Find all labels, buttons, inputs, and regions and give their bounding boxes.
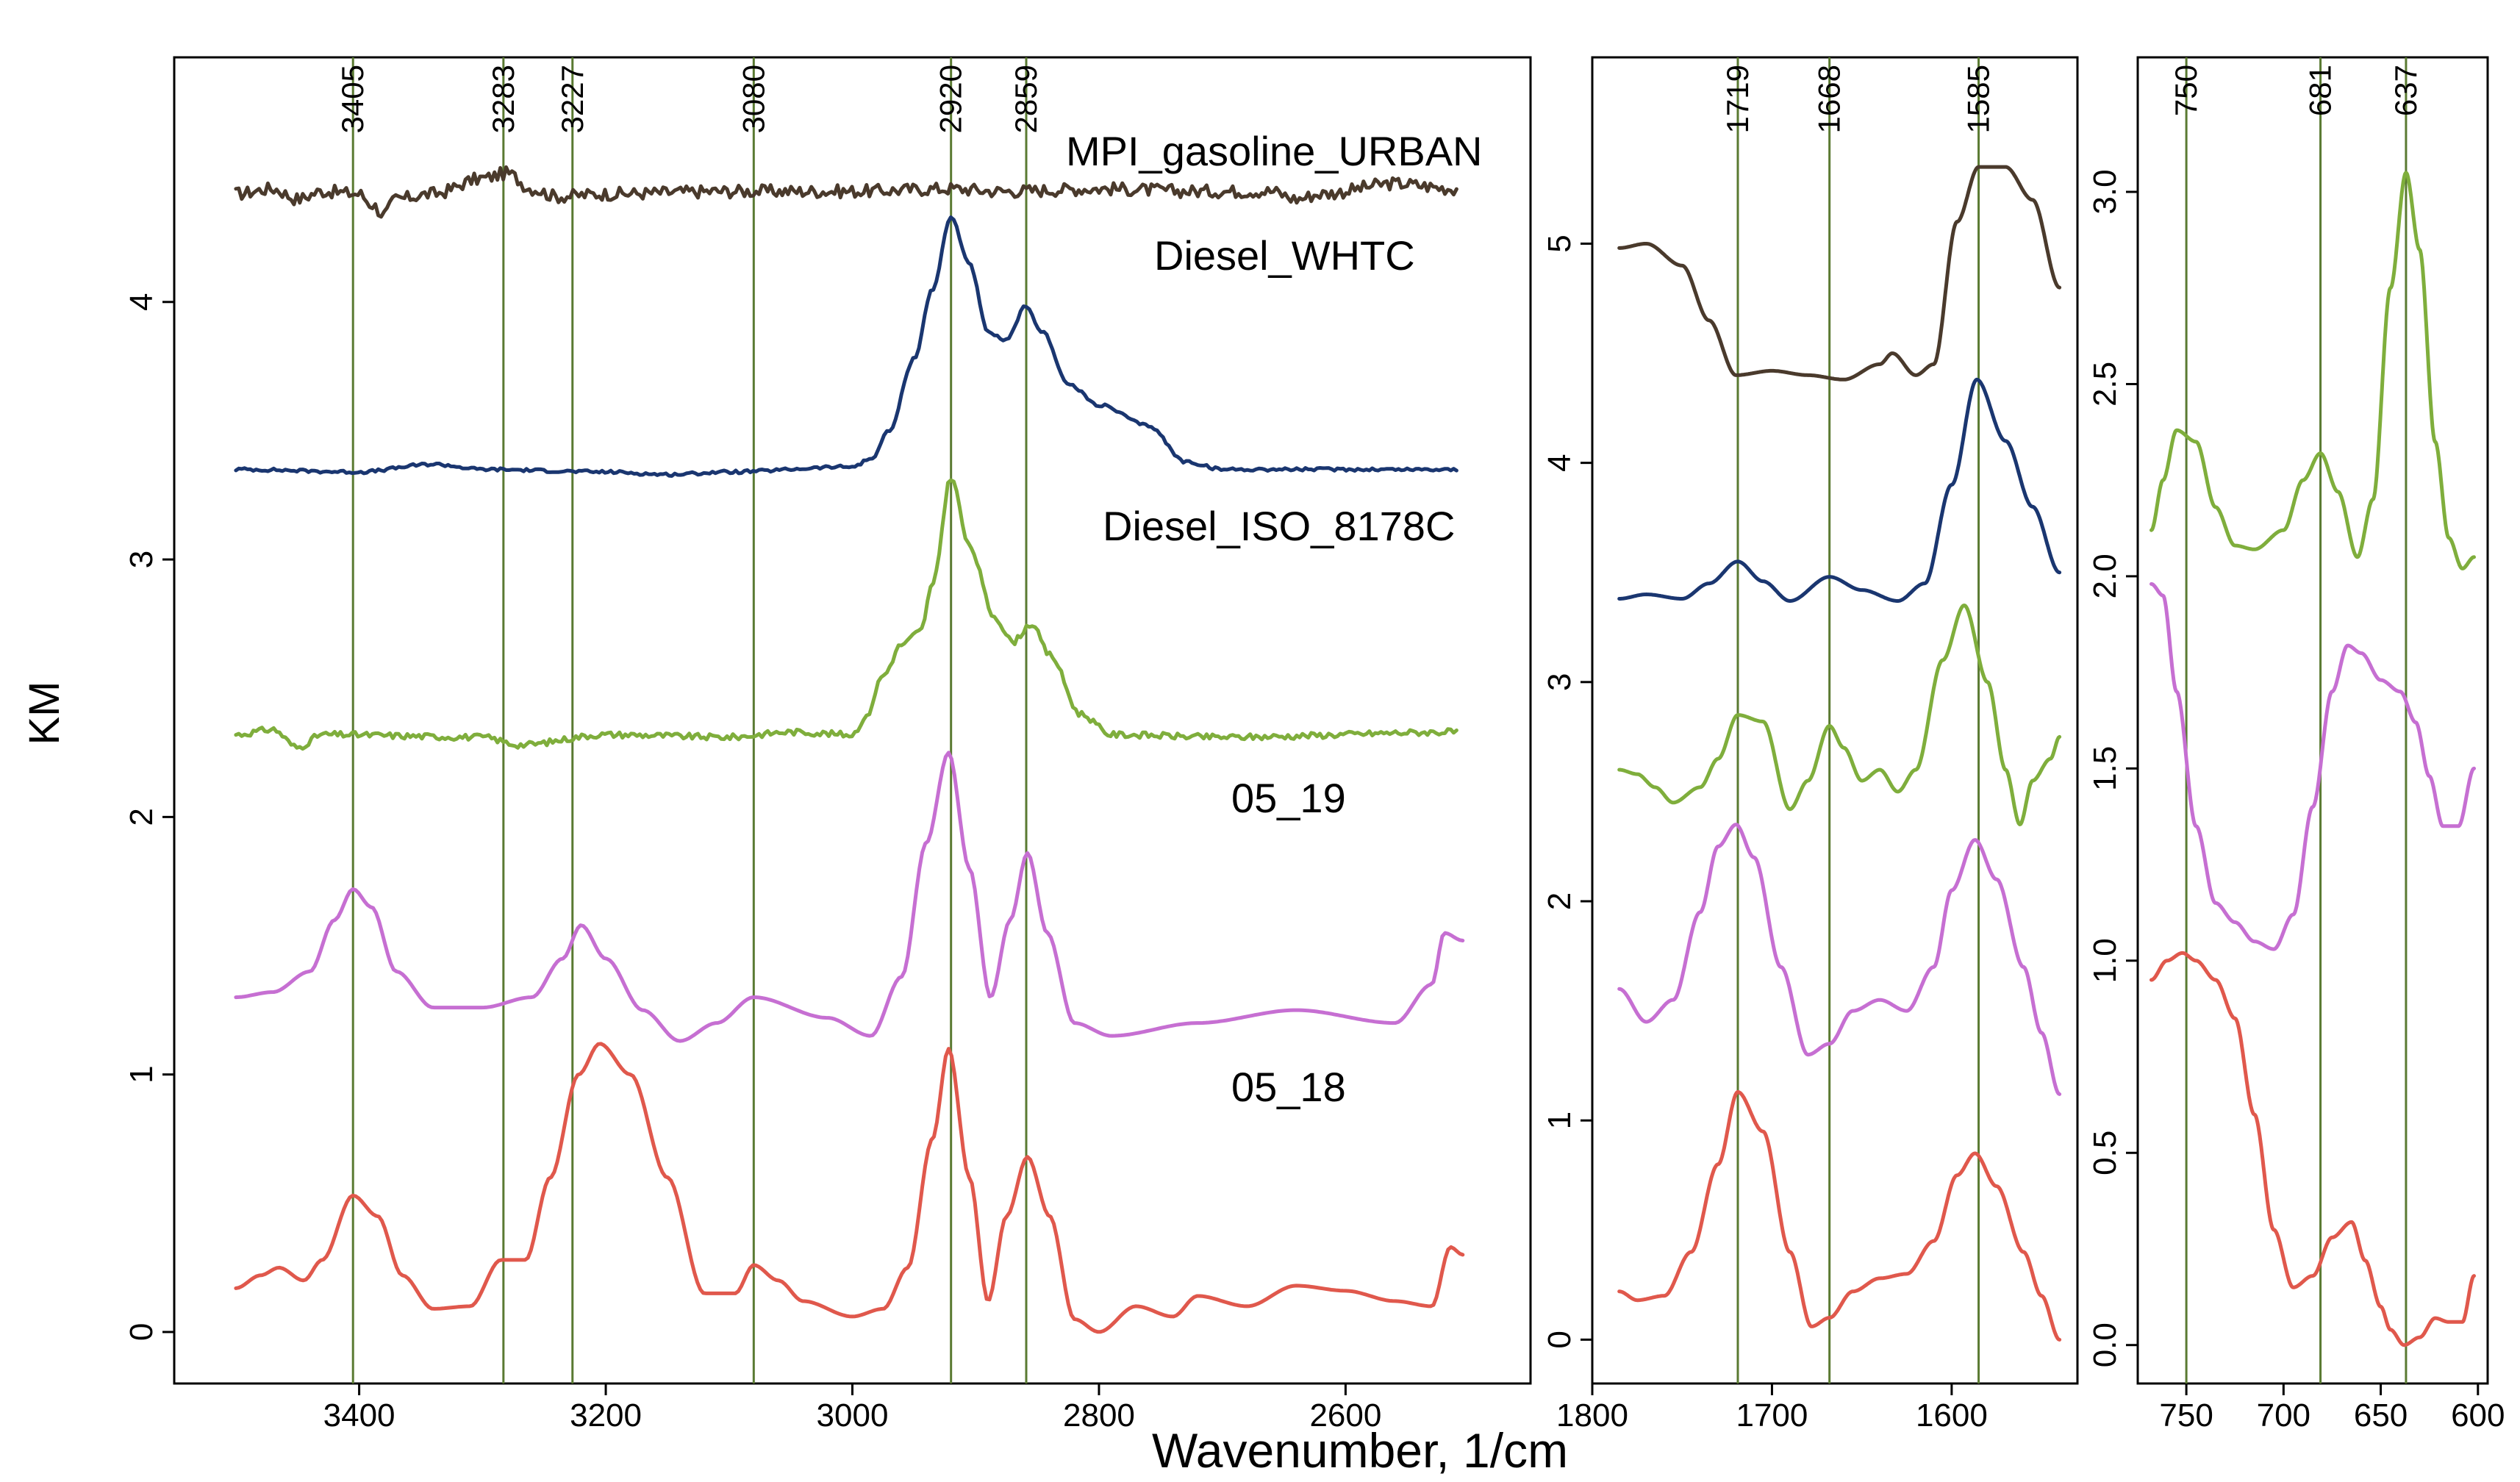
x-tick-label-650: 650 — [2354, 1397, 2408, 1433]
x-tick-label-2600: 2600 — [1309, 1397, 1381, 1433]
y-tick-label-3.0: 3.0 — [2087, 169, 2123, 214]
annotation-05-18: 05_18 — [1231, 1064, 1346, 1110]
y-tick-label-2: 2 — [124, 808, 160, 826]
annotation-diesel-whtc: Diesel_WHTC — [1154, 232, 1415, 279]
x-tick-label-3200: 3200 — [570, 1397, 642, 1433]
y-tick-label-0.5: 0.5 — [2087, 1131, 2123, 1175]
x-tick-label-600: 600 — [2451, 1397, 2505, 1433]
annotation-mpi-gasoline-urban: MPI_gasoline_URBAN — [1066, 128, 1482, 174]
series-diesel-iso-8178c-panel-3 — [2149, 171, 2476, 570]
y-tick-label-3: 3 — [1542, 673, 1578, 691]
y-tick-label-4: 4 — [1542, 454, 1578, 471]
x-tick-label-1700: 1700 — [1736, 1397, 1808, 1433]
panel-2-frame — [1591, 56, 2079, 1385]
peak-label-637: 637 — [2388, 65, 2423, 116]
annotation-05-19: 05_19 — [1231, 775, 1346, 821]
y-tick-label-4: 4 — [124, 293, 160, 311]
series-mpi-gasoline-urban-panel-1 — [234, 165, 1458, 219]
y-tick-label-2.5: 2.5 — [2087, 362, 2123, 407]
series-05-19-panel-2 — [1617, 823, 2062, 1096]
y-axis-title: KM — [21, 681, 68, 745]
x-tick-label-750: 750 — [2159, 1397, 2213, 1433]
peak-label-3080: 3080 — [736, 65, 770, 133]
y-tick-label-5: 5 — [1542, 235, 1578, 252]
x-tick-label-700: 700 — [2257, 1397, 2310, 1433]
peak-label-3227: 3227 — [555, 65, 590, 133]
y-tick-label-1.0: 1.0 — [2087, 938, 2123, 983]
peak-label-3405: 3405 — [335, 65, 370, 133]
annotation-diesel-iso-8178c: Diesel_ISO_8178C — [1103, 503, 1455, 549]
y-tick-label-0.0: 0.0 — [2087, 1322, 2123, 1367]
x-axis-label: Wavenumber, 1/cm — [1152, 1423, 1568, 1478]
series-05-18-panel-1 — [234, 1042, 1465, 1334]
y-tick-label-1.5: 1.5 — [2087, 746, 2123, 791]
series-diesel-iso-8178c-panel-1 — [234, 478, 1458, 751]
series-diesel-whtc-panel-2 — [1617, 377, 2062, 603]
x-tick-label-3000: 3000 — [817, 1397, 889, 1433]
y-tick-label-2: 2 — [1542, 892, 1578, 910]
x-tick-label-2800: 2800 — [1063, 1397, 1135, 1433]
x-tick-label-3400: 3400 — [323, 1397, 395, 1433]
x-tick-label-1800: 1800 — [1556, 1397, 1628, 1433]
peak-label-1668: 1668 — [1812, 65, 1847, 133]
y-axis-label: KM — [21, 681, 68, 745]
y-tick-label-3: 3 — [124, 551, 160, 568]
y-tick-label-2.0: 2.0 — [2087, 554, 2123, 598]
series-diesel-iso-8178c-panel-2 — [1617, 604, 2062, 826]
y-tick-label-0: 0 — [124, 1323, 160, 1341]
panel-3: 750 681 637 750 700 650 600 0.0 0.5 1.0 1.5 2.0 2.5 3… — [2087, 56, 2505, 1433]
peak-label-681: 681 — [2303, 65, 2338, 116]
y-tick-label-0: 0 — [1542, 1331, 1578, 1348]
series-05-19-panel-3 — [2149, 581, 2476, 951]
y-tick-label-1: 1 — [124, 1065, 160, 1083]
series-05-18-panel-3 — [2149, 951, 2476, 1347]
peak-label-750: 750 — [2169, 65, 2203, 116]
series-diesel-whtc-panel-1 — [234, 215, 1458, 478]
x-tick-label-1600: 1600 — [1916, 1397, 1988, 1433]
peak-label-1719: 1719 — [1720, 65, 1755, 133]
y-tick-label-1: 1 — [1542, 1112, 1578, 1129]
series-05-18-panel-2 — [1617, 1089, 2062, 1342]
peak-label-3283: 3283 — [486, 65, 520, 133]
panel-2: 1719 1668 1585 1800 1700 1600 0 1 2 3 4 5 — [1542, 56, 2079, 1433]
panel-3-frame — [2136, 56, 2489, 1385]
peak-label-2920: 2920 — [934, 65, 968, 133]
peak-label-1585: 1585 — [1961, 65, 1996, 133]
series-05-19-panel-1 — [234, 751, 1465, 1043]
peak-label-2859: 2859 — [1009, 65, 1043, 133]
series-mpi-gasoline-urban-panel-2 — [1617, 165, 2062, 382]
panel-1: 3405 3283 3227 3080 2920 2859 3400 3200 3000 2800… — [124, 56, 1532, 1433]
